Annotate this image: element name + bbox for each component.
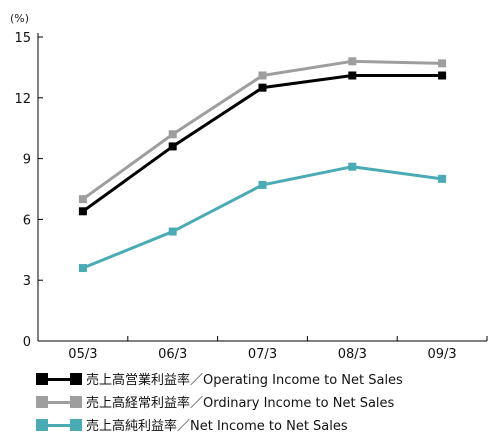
data-point-ordinary [348,57,357,66]
data-point-ordinary [258,71,267,80]
data-point-net [438,174,447,183]
data-point-operating [348,71,357,80]
y-tick-label: 6 [23,213,31,228]
data-point-ordinary [78,195,87,204]
legend-item-operating: 売上高営業利益率／Operating Income to Net Sales [36,368,486,389]
x-tick-label: 08/3 [338,347,367,362]
chart-legend: 売上高営業利益率／Operating Income to Net Sales 売… [36,368,486,437]
data-point-net [258,180,267,189]
series-line-operating [82,74,443,213]
legend-swatch-ordinary [36,395,82,408]
legend-item-net: 売上高純利益率／Net Income to Net Sales [36,414,486,435]
x-tick-label: 06/3 [158,347,187,362]
legend-item-ordinary: 売上高経常利益率／Ordinary Income to Net Sales [36,391,486,412]
legend-label-net: 売上高純利益率／Net Income to Net Sales [86,419,348,434]
chart-axes [37,33,487,342]
legend-label-operating: 売上高営業利益率／Operating Income to Net Sales [86,373,403,388]
legend-label-ordinary: 売上高経常利益率／Ordinary Income to Net Sales [86,396,395,411]
x-tick-label: 05/3 [68,347,97,362]
data-point-net [348,162,357,171]
y-tick-label: 0 [23,335,31,350]
data-point-ordinary [168,130,177,139]
series-lines [82,59,443,270]
y-axis-unit-label: (%) [10,12,29,25]
series-line-ordinary [82,59,443,201]
y-tick-label: 9 [23,153,31,168]
data-point-net [78,264,87,273]
x-axis-ticks: 05/3 06/3 07/3 08/3 09/3 [68,336,488,362]
legend-swatch-net [36,418,82,431]
data-point-operating [78,207,87,216]
legend-swatch-operating [36,372,82,385]
x-tick-label: 09/3 [427,347,456,362]
series-markers [78,57,447,273]
data-point-net [168,227,177,236]
y-tick-label: 15 [14,31,31,46]
data-point-operating [438,71,447,80]
y-tick-label: 3 [23,274,31,289]
x-tick-label: 07/3 [248,347,277,362]
data-point-operating [168,142,177,151]
data-point-operating [258,83,267,92]
y-axis-ticks: 0 3 6 9 12 15 [14,31,43,350]
y-tick-label: 12 [14,92,31,107]
data-point-ordinary [438,59,447,68]
